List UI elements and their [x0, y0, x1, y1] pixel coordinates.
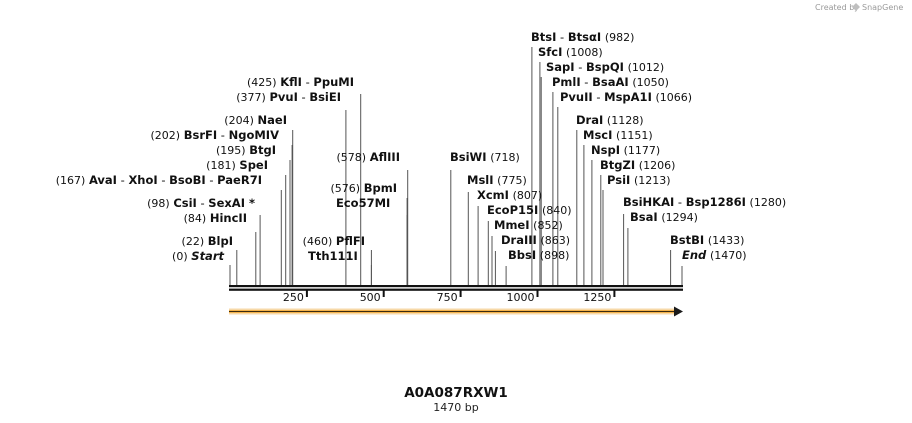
site-labels: (0) Start(22) BlpI (84) HincII(98) CsiI -… [56, 30, 786, 263]
tick-label-250: 250 [283, 291, 304, 304]
site-label-tth111i[interactable]: Tth111I [308, 249, 358, 263]
orf-arrowhead-icon [674, 306, 683, 317]
tick-mark-1000 [536, 290, 539, 297]
site-label-spei[interactable]: (181) SpeI [206, 158, 268, 172]
site-label-drai[interactable]: DraI (1128) [576, 113, 644, 127]
site-label-afliii[interactable]: (578) AflIII [336, 150, 400, 164]
site-label-bsrfi[interactable]: (202) BsrFI - NgoMIV [150, 128, 279, 142]
site-label-eco57mi[interactable]: Eco57MI [336, 196, 390, 210]
site-label-btsi[interactable]: BtsI - BtsαI (982) [531, 30, 634, 44]
site-label-bpmi[interactable]: (576) BpmI [330, 181, 397, 195]
watermark-brand: SnapGene [862, 3, 903, 12]
site-label-ecop15i[interactable]: EcoP15I (840) [487, 203, 572, 217]
site-label-bsiwi[interactable]: BsiWI (718) [450, 150, 520, 164]
site-label-sapi[interactable]: SapI - BspQI (1012) [546, 60, 664, 74]
tick-label-500: 500 [360, 291, 381, 304]
site-label-pvui[interactable]: (377) PvuI - BsiEI [236, 90, 341, 104]
site-label-pflfi[interactable]: (460) PflFI [303, 234, 365, 248]
site-label-blpi[interactable]: (22) BlpI [182, 234, 233, 248]
site-label-bsihkai[interactable]: BsiHKAI - Bsp1286I (1280) [623, 195, 786, 209]
sequence-length: 1470 bp [433, 401, 478, 414]
site-label-nspi[interactable]: NspI (1177) [591, 143, 660, 157]
tick-label-1000: 1000 [507, 291, 535, 304]
site-label-hincii[interactable]: (84) HincII [184, 211, 247, 225]
site-label-bstbi[interactable]: BstBI (1433) [670, 233, 744, 247]
orf-feature[interactable] [229, 306, 683, 317]
backbone-top-strand [229, 285, 683, 288]
tick-label-1250: 1250 [583, 291, 611, 304]
sequence-name: A0A087RXW1 [404, 385, 508, 401]
site-label-xcmi[interactable]: XcmI (807) [477, 188, 542, 202]
site-label-csii[interactable]: (98) CsiI - SexAI * [147, 196, 255, 210]
site-stems [229, 47, 683, 285]
site-label-bsai[interactable]: BsaI (1294) [630, 210, 698, 224]
orf-core-line [229, 311, 675, 312]
tick-mark-1250 [613, 290, 616, 297]
site-label-pmli[interactable]: PmlI - BsaAI (1050) [552, 75, 669, 89]
snapgene-logo-icon [852, 3, 860, 11]
site-label-end[interactable]: End (1470) [682, 248, 747, 262]
axis-ticks: 250 500 750 1000 1250 [283, 290, 616, 304]
tick-mark-750 [459, 290, 462, 297]
site-label-bbsi[interactable]: BbsI (898) [508, 248, 569, 262]
site-label-pvuii[interactable]: PvuII - MspA1I (1066) [560, 90, 692, 104]
site-label-draiii[interactable]: DraIII (863) [501, 233, 570, 247]
site-label-kfli[interactable]: (425) KflI - PpuMI [247, 75, 354, 89]
site-label-start[interactable]: (0) Start [172, 249, 224, 263]
backbone-bottom-strand [229, 288, 683, 291]
watermark-text: Created by [815, 3, 859, 12]
site-label-sfci[interactable]: SfcI (1008) [538, 45, 603, 59]
site-label-avai[interactable]: (167) AvaI - XhoI - BsoBI - PaeR7I [56, 173, 262, 187]
site-label-msli[interactable]: MslI (775) [467, 173, 527, 187]
site-label-naei[interactable]: (204) NaeI [224, 113, 287, 127]
site-label-btgi[interactable]: (195) BtgI [216, 143, 276, 157]
site-label-msci[interactable]: MscI (1151) [583, 128, 653, 142]
tick-mark-500 [382, 290, 385, 297]
tick-label-750: 750 [437, 291, 458, 304]
site-label-psii[interactable]: PsiI (1213) [607, 173, 671, 187]
site-label-mmei[interactable]: MmeI (852) [494, 218, 563, 232]
site-label-btgzi[interactable]: BtgZI (1206) [600, 158, 675, 172]
tick-mark-250 [305, 290, 308, 297]
